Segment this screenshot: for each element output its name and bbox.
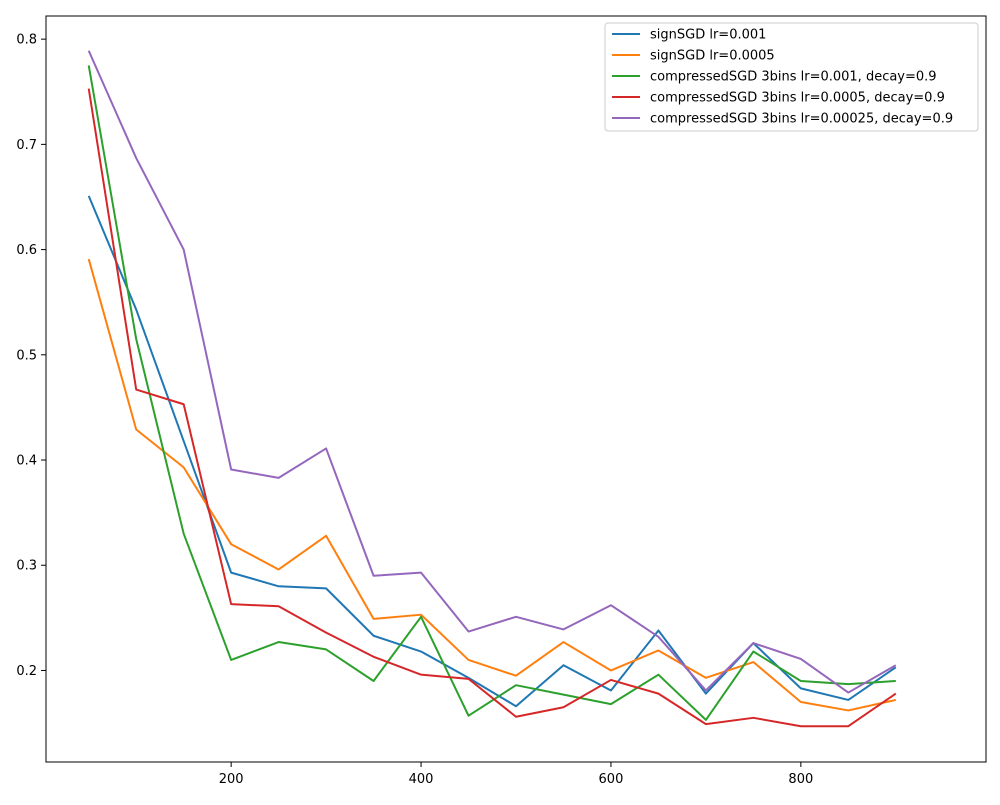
x-tick-label: 800 (788, 772, 813, 787)
plot-frame (45, 15, 987, 763)
series-line-3 (87, 65, 896, 721)
x-tick-label: 400 (409, 772, 434, 787)
x-tick-label: 600 (599, 772, 624, 787)
legend-label-1: signSGD lr=0.001 (650, 28, 766, 43)
legend: signSGD lr=0.001 signSGD lr=0.0005 compres… (604, 22, 979, 132)
x-tick-label: 200 (219, 772, 244, 787)
y-tick-label: 0.5 (16, 348, 37, 363)
x-axis: 200 400 600 800 (219, 762, 813, 787)
y-tick-label: 0.2 (16, 664, 37, 679)
series-line-4 (87, 88, 897, 728)
legend-label-3: compressedSGD 3bins lr=0.001, decay=0.9 (650, 70, 937, 85)
series-line-1 (87, 195, 897, 708)
y-tick-label: 0.4 (16, 454, 37, 469)
legend-label-5: compressedSGD 3bins lr=0.00025, decay=0.… (650, 112, 953, 127)
legend-label-4: compressedSGD 3bins lr=0.0005, decay=0.9 (650, 91, 945, 106)
y-tick-label: 0.3 (16, 559, 37, 574)
y-tick-label: 0.6 (16, 243, 37, 258)
series-line-5 (87, 50, 897, 694)
series-line-2 (87, 258, 897, 712)
y-axis: 0.2 0.3 0.4 0.5 0.6 0.7 0.8 (16, 33, 46, 679)
series-layer (87, 50, 897, 728)
legend-label-2: signSGD lr=0.0005 (650, 49, 775, 64)
y-tick-label: 0.8 (16, 33, 37, 48)
y-tick-label: 0.7 (16, 138, 37, 153)
legend-frame (604, 22, 979, 132)
